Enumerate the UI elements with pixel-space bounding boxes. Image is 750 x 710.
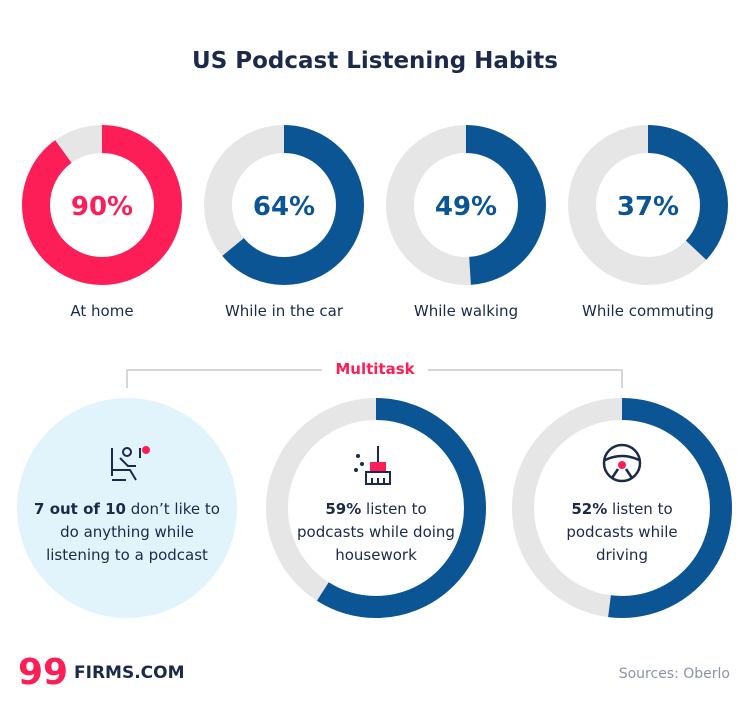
donut-label: While in the car: [225, 302, 344, 320]
brand: FIRMS.COM: [74, 663, 185, 683]
card-body: don’t like to do anything while listenin…: [46, 500, 220, 564]
donut-arc: [512, 398, 732, 618]
card-bold: 52%: [571, 500, 608, 518]
card-text: 7 out of 10 don’t like to do anything wh…: [32, 498, 222, 567]
donut-arc: [22, 125, 182, 285]
chair-icon: [111, 446, 150, 481]
donut-label: While commuting: [582, 302, 714, 320]
card-bold: 7 out of 10: [34, 500, 126, 518]
donut-value-label: 90%: [71, 192, 133, 222]
donut-arc: [266, 398, 486, 618]
donut-arc: [568, 125, 728, 285]
donut-value-label: 37%: [617, 192, 679, 222]
multitask-bracket: [126, 369, 623, 388]
card-text: 59% listen to podcasts while doing house…: [294, 498, 459, 567]
multitask-heading: Multitask: [335, 360, 415, 378]
logo: 99: [18, 652, 68, 693]
card-bold: 59%: [325, 500, 362, 518]
source: Sources: Oberlo: [619, 666, 730, 682]
card-text: 52% listen to podcasts while driving: [557, 498, 687, 567]
donut-value-label: 64%: [253, 192, 315, 222]
donut-label: While walking: [414, 302, 518, 320]
card-body: listen to podcasts while driving: [566, 500, 678, 564]
title: US Podcast Listening Habits: [192, 48, 558, 74]
donut-arc: [386, 125, 546, 285]
donut-arc: [204, 125, 364, 285]
donut-value-label: 49%: [435, 192, 497, 222]
card-body: listen to podcasts while doing housework: [297, 500, 455, 564]
wheel-icon: [602, 443, 642, 483]
brush-icon: [354, 446, 391, 485]
card-bg: [17, 398, 237, 618]
donut-label: At home: [70, 302, 133, 320]
